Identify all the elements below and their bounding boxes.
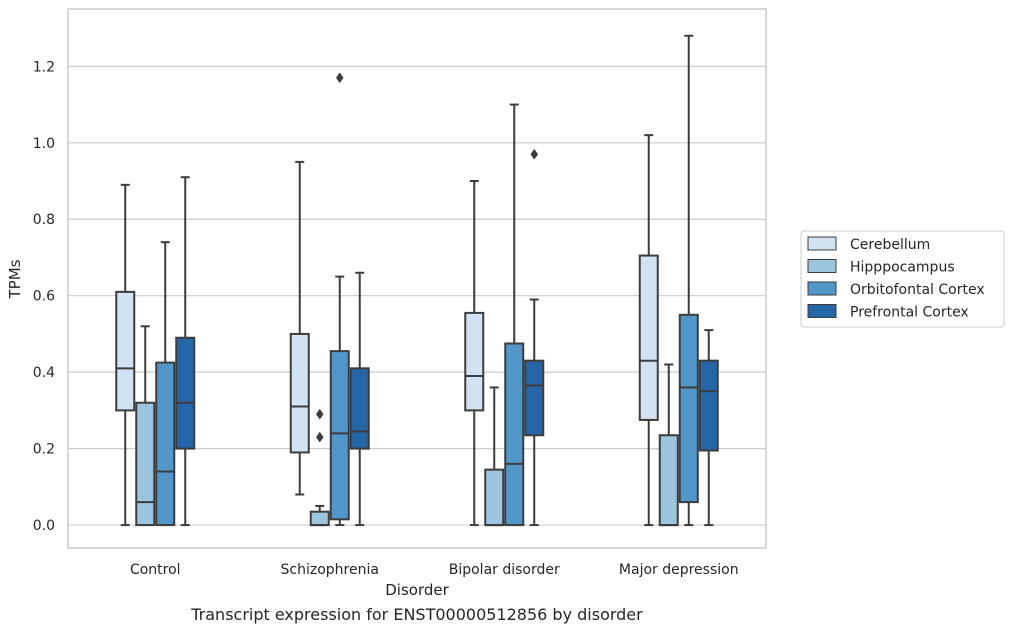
box-3-0 — [175, 176, 196, 527]
x-tick-label: Major depression — [619, 562, 739, 578]
box-iqr — [155, 361, 176, 527]
y-tick-label: 0.0 — [33, 518, 55, 534]
box-iqr — [289, 332, 310, 454]
x-tick-labels: Control Schizophrenia Bipolar disorder Majo… — [130, 562, 739, 578]
box-iqr — [175, 336, 196, 450]
outlier-point — [335, 72, 344, 84]
box-plot-marks — [115, 34, 719, 527]
outlier-point — [315, 408, 324, 420]
x-tick-label: Schizophrenia — [281, 562, 379, 578]
box-iqr — [115, 290, 136, 412]
box-3-1 — [349, 271, 370, 527]
figure-caption: Transcript expression for ENST0000051285… — [191, 605, 643, 624]
box-iqr — [309, 510, 330, 527]
box-iqr — [135, 401, 156, 527]
legend-label: Orbitofontal Cortex — [850, 282, 985, 298]
legend-swatch — [807, 236, 837, 251]
box-0-1 — [289, 160, 310, 496]
box-3-2 — [524, 148, 545, 527]
box-iqr — [484, 468, 505, 527]
legend-swatch — [807, 281, 837, 296]
legend-swatch — [807, 304, 837, 318]
legend: Cerebellum Hipppocampus Orbitofontal Corte… — [800, 230, 1005, 328]
outlier-point — [530, 148, 539, 160]
box-2-3 — [678, 34, 699, 527]
box-0-3 — [638, 134, 659, 527]
legend-swatch — [807, 259, 837, 273]
box-iqr — [504, 342, 525, 527]
box-iqr — [658, 434, 679, 527]
box-iqr — [678, 313, 699, 504]
box-iqr — [464, 311, 485, 412]
outlier-point — [315, 431, 324, 443]
y-tick-label: 0.6 — [33, 289, 55, 305]
x-tick-label: Control — [130, 562, 181, 578]
box-1-2 — [484, 386, 505, 527]
box-2-1 — [329, 72, 350, 527]
y-tick-label: 0.4 — [33, 365, 55, 381]
plot-frame — [67, 8, 767, 549]
x-axis-title: Disorder — [385, 581, 449, 599]
legend-frame — [800, 230, 1005, 328]
box-1-0 — [135, 325, 156, 527]
box-iqr — [698, 359, 719, 452]
box-1-3 — [658, 363, 679, 527]
box-2-2 — [504, 103, 525, 527]
y-tick-label: 0.8 — [33, 212, 55, 228]
y-tick-label: 0.2 — [33, 442, 55, 458]
legend-label: Cerebellum — [850, 237, 930, 253]
box-iqr — [524, 359, 545, 437]
box-2-0 — [155, 241, 176, 527]
box-iqr — [349, 367, 370, 450]
box-3-3 — [698, 329, 719, 527]
legend-label: Prefrontal Cortex — [850, 305, 969, 321]
box-iqr — [638, 254, 659, 421]
y-axis-title: TPMs — [6, 259, 24, 299]
box-0-2 — [464, 180, 485, 527]
box-1-1 — [309, 408, 330, 527]
y-tick-label: 1.2 — [33, 59, 55, 75]
box-iqr — [329, 350, 350, 521]
y-tick-labels: 0.0 0.2 0.4 0.6 0.8 1.0 1.2 — [33, 59, 55, 534]
y-tick-label: 1.0 — [33, 136, 55, 152]
legend-label: Hipppocampus — [850, 260, 955, 276]
box-0-0 — [115, 183, 136, 527]
x-tick-label: Bipolar disorder — [449, 562, 560, 578]
